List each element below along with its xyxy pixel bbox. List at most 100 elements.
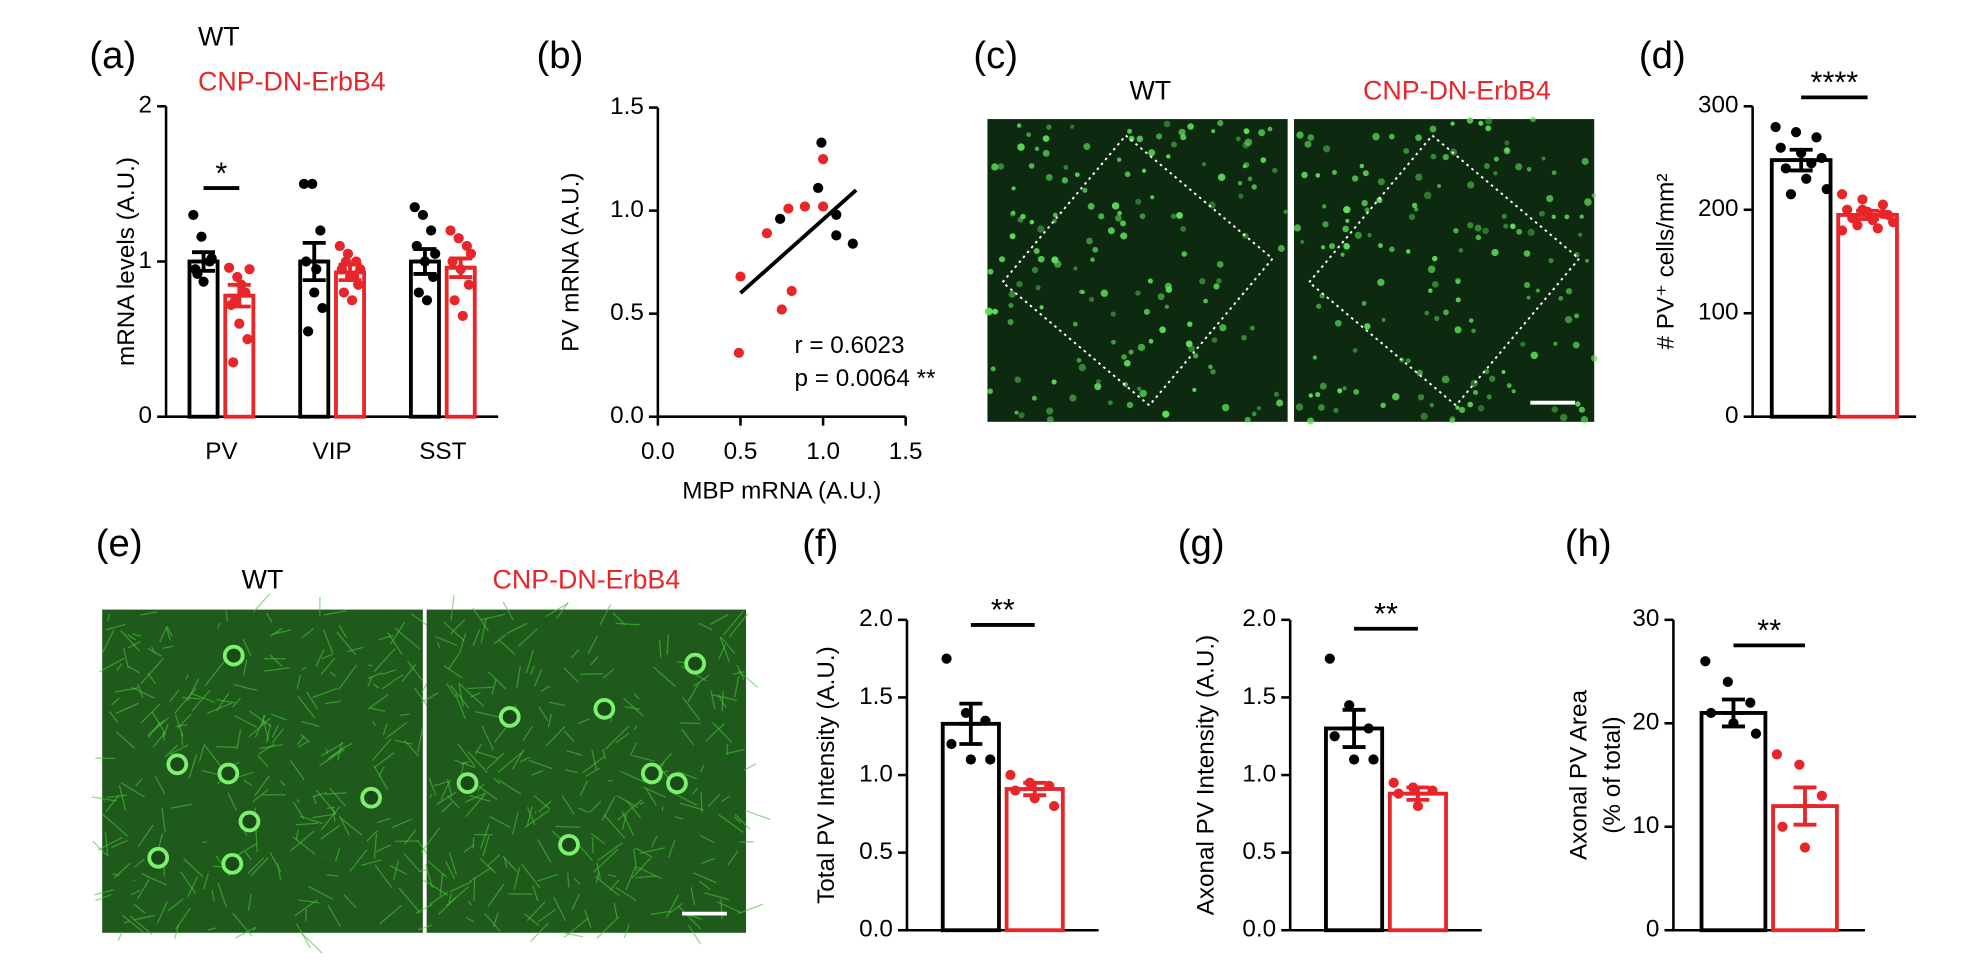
fiber	[711, 694, 738, 702]
cell	[998, 256, 1006, 263]
y-axis-label: Total PV Intensity (A.U.)	[813, 646, 840, 904]
fiber	[334, 847, 341, 862]
fiber	[254, 775, 271, 797]
fiber	[487, 883, 505, 908]
fiber	[330, 747, 344, 758]
cell	[1260, 157, 1267, 163]
data-point	[816, 137, 827, 148]
data-point	[315, 225, 326, 236]
cell	[1124, 171, 1131, 178]
fiber	[447, 795, 460, 809]
fiber	[188, 754, 198, 779]
fiber	[440, 781, 450, 801]
data-point	[1427, 785, 1438, 796]
fiber	[97, 836, 123, 851]
cell	[1584, 198, 1592, 206]
bar	[1004, 787, 1065, 933]
cell	[1063, 165, 1069, 170]
cell	[1042, 135, 1050, 142]
fiber	[528, 759, 553, 770]
fiber	[722, 610, 744, 636]
cell	[1095, 378, 1102, 385]
fiber	[537, 839, 552, 863]
cell	[1489, 375, 1496, 382]
fiber	[95, 893, 112, 902]
fiber	[658, 639, 662, 658]
cell	[1202, 162, 1207, 167]
cell	[1320, 245, 1326, 250]
cell	[1482, 227, 1489, 235]
fiber	[699, 764, 705, 773]
fiber	[596, 862, 601, 879]
cell	[1148, 149, 1156, 157]
fiber	[687, 682, 700, 703]
fiber	[602, 748, 606, 760]
cell	[1092, 246, 1099, 253]
data-point	[1842, 204, 1853, 215]
cell	[1243, 128, 1250, 135]
fiber	[590, 656, 599, 666]
fiber	[252, 788, 269, 803]
fiber	[147, 647, 163, 657]
data-point	[342, 248, 354, 259]
x-tick-label: 1.0	[806, 438, 840, 465]
cell	[1474, 224, 1482, 232]
fiber	[398, 887, 421, 914]
cell	[1466, 117, 1474, 124]
fiber	[511, 749, 525, 770]
cell	[1559, 413, 1568, 422]
fiber	[301, 667, 307, 671]
panel-label: (g)	[1178, 522, 1225, 565]
data-point	[346, 295, 358, 306]
fiber	[111, 839, 128, 848]
cell	[1273, 391, 1279, 397]
data-point	[1836, 189, 1848, 200]
neuron	[558, 833, 580, 856]
cell	[1380, 402, 1386, 409]
fiber	[336, 631, 357, 656]
cell	[1312, 355, 1318, 360]
fiber	[506, 622, 528, 635]
cell	[1135, 198, 1142, 205]
fiber	[385, 721, 408, 739]
data-point	[980, 715, 991, 726]
cell	[1033, 247, 1040, 254]
fiber	[137, 824, 154, 848]
cell	[1364, 207, 1370, 213]
cell	[1176, 211, 1183, 219]
fiber	[436, 641, 441, 649]
fiber	[434, 635, 457, 646]
cell	[1171, 141, 1177, 148]
cell	[1244, 416, 1251, 423]
trend-line	[739, 188, 858, 295]
data-point	[1821, 183, 1832, 195]
significance-label: ****	[1811, 66, 1859, 100]
fiber	[417, 726, 424, 753]
micrograph	[1294, 119, 1595, 422]
cell	[1185, 340, 1193, 348]
fiber	[555, 602, 569, 620]
fiber	[428, 777, 437, 796]
data-point	[1348, 754, 1360, 765]
fiber	[91, 796, 117, 802]
fiber	[537, 873, 559, 882]
fiber	[293, 802, 305, 819]
fiber	[652, 666, 676, 687]
data-point	[813, 182, 824, 194]
cell	[1392, 393, 1400, 401]
fiber	[567, 872, 570, 888]
cell	[1484, 369, 1490, 375]
cell	[1127, 128, 1133, 134]
cell	[1080, 290, 1085, 295]
fiber	[473, 876, 476, 902]
data-point	[232, 271, 243, 283]
fiber	[699, 834, 715, 844]
fiber	[217, 622, 221, 629]
fiber	[337, 664, 358, 691]
fiber	[374, 864, 393, 888]
fiber	[127, 641, 141, 649]
fiber	[615, 732, 630, 744]
fiber	[415, 903, 433, 914]
fiber	[681, 696, 701, 721]
data-point	[831, 209, 842, 220]
